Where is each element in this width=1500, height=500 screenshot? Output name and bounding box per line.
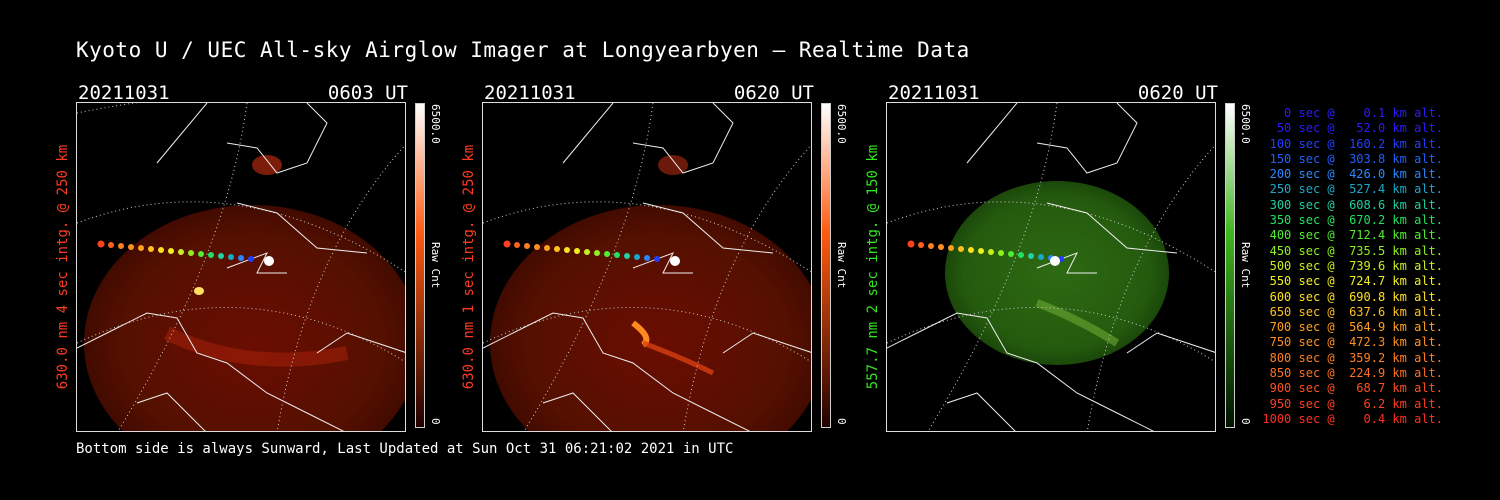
trajectory-dots [907,240,1064,266]
colorbar-unit: Raw Cnt [1239,242,1252,289]
aurora-arc [1035,299,1120,347]
airglow-panel-3: 20211031 0620 UT [886,82,1218,432]
coastlines [77,103,405,431]
legend-entry: 0 sec @ 0.1 km alt. [1262,106,1443,120]
colorbar [415,103,425,428]
legend-entry: 250 sec @ 527.4 km alt. [1262,182,1443,197]
airglow-panel-1: 20211031 0603 UT [76,82,408,432]
legend-entry: 950 sec @ 6.2 km alt. [1262,396,1443,411]
colorbar-max: 6500.0 [835,104,848,144]
aurora-arc [163,326,349,367]
legend-entry: 800 sec @ 359.2 km alt. [1262,350,1443,365]
sky-disk [945,181,1169,365]
legend-entry: 900 sec @ 68.7 km alt. [1262,381,1443,396]
legend-entry: 650 sec @ 637.6 km alt. [1262,304,1443,319]
colorbar-unit: Raw Cnt [835,242,848,289]
allsky-map [483,103,811,431]
panel-date: 20211031 [78,82,170,104]
colorbar-max: 6500.0 [429,104,442,144]
legend-entry: 300 sec @ 608.6 km alt. [1262,197,1443,212]
allsky-image-557-2s[interactable] [886,102,1216,432]
colorbar [821,103,831,428]
legend-entry: 600 sec @ 690.8 km alt. [1262,289,1443,304]
legend-entry: 500 sec @ 739.6 km alt. [1262,258,1443,273]
aurora-patch [658,155,688,175]
colorbar-min: 0 [835,418,848,425]
altitude-legend: 0 sec @ 0.1 km alt. 50 sec @ 52.0 km alt… [1258,106,1443,427]
trajectory-dots [97,240,274,266]
panel-time: 0620 UT [1137,82,1218,104]
colorbar-unit: Raw Cnt [429,242,442,289]
legend-entry: 200 sec @ 426.0 km alt. [1262,167,1443,182]
legend-entry: 400 sec @ 712.4 km alt. [1262,228,1443,243]
coastlines [483,103,811,431]
station-marker [1050,256,1060,266]
legend-entry: 150 sec @ 303.8 km alt. [1262,151,1443,166]
sky-disk [490,205,811,431]
panel-time: 0603 UT [327,82,408,104]
panel-time: 0620 UT [733,82,814,104]
bright-spot [194,287,204,295]
legend-entry: 850 sec @ 224.9 km alt. [1262,366,1443,381]
legend-entry: 700 sec @ 564.9 km alt. [1262,320,1443,335]
panel-ylabel: 630.0 nm 1 sec intg. @ 250 km [461,144,477,390]
colorbar-min: 0 [429,418,442,425]
footer-status: Bottom side is always Sunward, Last Upda… [76,441,734,457]
aurora-arc [642,340,715,376]
colorbar-min: 0 [1239,418,1252,425]
legend-entry: 550 sec @ 724.7 km alt. [1262,274,1443,289]
legend-entry: 750 sec @ 472.3 km alt. [1262,335,1443,350]
panel-ylabel: 557.7 nm 2 sec intg. @ 150 km [865,144,881,390]
colorbar [1225,103,1235,428]
panel-date: 20211031 [888,82,980,104]
legend-entry: 350 sec @ 670.2 km alt. [1262,213,1443,228]
panel-date: 20211031 [484,82,576,104]
allsky-image-630-4s[interactable] [76,102,406,432]
colorbar-max: 6500.0 [1239,104,1252,144]
coastlines [887,103,1215,431]
sky-disk [84,205,405,431]
trajectory-dots [503,240,680,266]
legend-entry: 1000 sec @ 0.4 km alt. [1262,411,1443,426]
aurora-patch [252,155,282,175]
allsky-map [77,103,405,431]
panel-ylabel: 630.0 nm 4 sec intg. @ 250 km [55,144,71,390]
legend-entry: 450 sec @ 735.5 km alt. [1262,243,1443,258]
allsky-map [887,103,1215,431]
allsky-image-630-1s[interactable] [482,102,812,432]
legend-entry: 50 sec @ 52.0 km alt. [1262,121,1443,136]
station-marker [264,256,274,266]
legend-entry: 100 sec @ 160.2 km alt. [1262,136,1443,151]
airglow-panel-2: 20211031 0620 UT [482,82,814,432]
page-title: Kyoto U / UEC All-sky Airglow Imager at … [76,38,970,62]
station-marker [670,256,680,266]
